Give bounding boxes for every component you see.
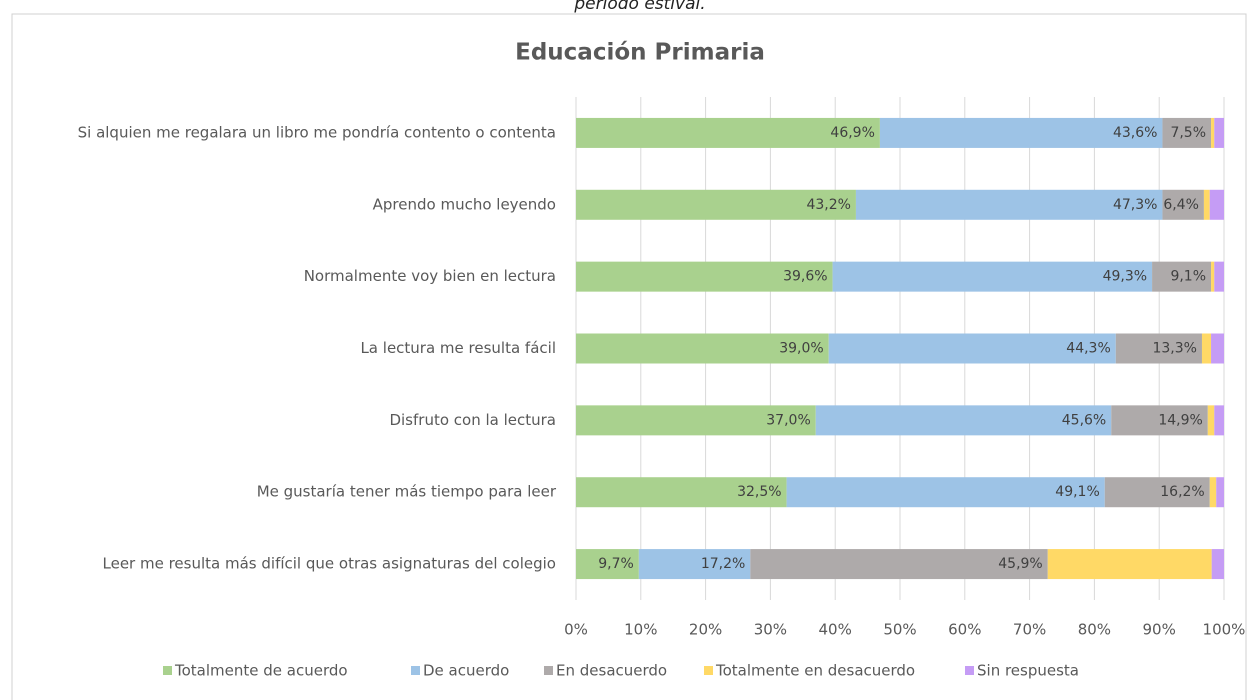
bar-segment: [576, 261, 833, 292]
y-tick-label: Disfruto con la lectura: [389, 411, 556, 429]
legend-label: Totalmente en desacuerdo: [715, 662, 915, 680]
y-tick-label: Leer me resulta más difícil que otras as…: [103, 555, 557, 573]
bar-segment: [1152, 261, 1212, 292]
bar-segment: [1111, 405, 1208, 436]
bar-segment: [1214, 261, 1224, 292]
bar-segment: [1211, 333, 1224, 364]
legend-label: Totalmente de acuerdo: [174, 662, 348, 680]
bar-segment: [1203, 189, 1210, 220]
data-label: 9,7%: [598, 556, 634, 572]
bar-segment: [1211, 549, 1224, 580]
y-tick-label: Si alquien me regalara un libro me pondr…: [78, 123, 556, 141]
bar-segment: [1211, 117, 1215, 148]
legend-swatch: [163, 666, 172, 675]
x-tick-label: 60%: [948, 621, 981, 639]
bar-segment: [576, 477, 787, 508]
bar-segment: [1216, 477, 1224, 508]
legend-swatch: [704, 666, 713, 675]
bar-segment: [786, 477, 1105, 508]
legend-label: En desacuerdo: [556, 662, 667, 680]
bar-segment: [1162, 117, 1212, 148]
data-label: 13,3%: [1152, 341, 1196, 357]
bar-segment: [1162, 189, 1204, 220]
caption: periodo estival.: [573, 0, 705, 14]
data-label: 46,9%: [830, 125, 874, 141]
bar-segment: [576, 549, 639, 580]
legend-label: De acuerdo: [423, 662, 509, 680]
data-label: 45,9%: [998, 556, 1042, 572]
bar-segment: [1209, 189, 1224, 220]
bar-segment: [832, 261, 1153, 292]
legend-swatch: [544, 666, 553, 675]
x-tick-label: 50%: [883, 621, 916, 639]
bar-segment: [1207, 405, 1215, 436]
data-label: 49,1%: [1055, 484, 1099, 500]
data-label: 16,2%: [1160, 484, 1204, 500]
bar-segment: [855, 189, 1163, 220]
x-tick-label: 70%: [1013, 621, 1046, 639]
y-tick-label: Normalmente voy bien en lectura: [304, 267, 556, 285]
bar-segment: [1115, 333, 1202, 364]
data-label: 39,6%: [783, 269, 827, 285]
bar-segment: [1047, 549, 1212, 580]
x-tick-label: 30%: [754, 621, 787, 639]
data-label: 45,6%: [1062, 412, 1106, 428]
data-label: 49,3%: [1103, 269, 1147, 285]
data-label: 44,3%: [1066, 341, 1110, 357]
x-tick-label: 0%: [564, 621, 588, 639]
bar-segment: [576, 405, 816, 436]
bar-segment: [815, 405, 1112, 436]
bar-segment: [576, 189, 856, 220]
data-label: 6,4%: [1163, 197, 1199, 213]
chart-title: Educación Primaria: [515, 40, 765, 66]
data-label: 7,5%: [1170, 125, 1206, 141]
bar-segment: [638, 549, 751, 580]
bar-segment: [1211, 261, 1215, 292]
data-label: 43,2%: [806, 197, 850, 213]
data-label: 39,0%: [779, 341, 823, 357]
x-tick-label: 80%: [1078, 621, 1111, 639]
bar-segment: [1104, 477, 1210, 508]
data-label: 9,1%: [1170, 269, 1206, 285]
x-tick-label: 40%: [819, 621, 852, 639]
data-label: 37,0%: [766, 412, 810, 428]
data-label: 47,3%: [1113, 197, 1157, 213]
y-tick-label: Aprendo mucho leyendo: [373, 195, 556, 213]
legend-label: Sin respuesta: [977, 662, 1079, 680]
y-tick-label: La lectura me resulta fácil: [360, 339, 556, 357]
bar-segment: [828, 333, 1116, 364]
bar-segment: [576, 117, 880, 148]
y-tick-label: Me gustaría tener más tiempo para leer: [257, 483, 557, 501]
data-label: 32,5%: [737, 484, 781, 500]
x-tick-label: 100%: [1203, 621, 1246, 639]
bar-segment: [1214, 117, 1224, 148]
bar-segment: [1214, 405, 1224, 436]
data-label: 17,2%: [701, 556, 745, 572]
data-label: 14,9%: [1158, 412, 1202, 428]
x-tick-label: 10%: [624, 621, 657, 639]
bar-segment: [1209, 477, 1217, 508]
x-tick-label: 20%: [689, 621, 722, 639]
bar-segment: [1201, 333, 1212, 364]
x-tick-label: 90%: [1143, 621, 1176, 639]
legend-swatch: [411, 666, 420, 675]
bar-segment: [879, 117, 1163, 148]
bar-segment: [750, 549, 1048, 580]
data-label: 43,6%: [1113, 125, 1157, 141]
legend-swatch: [965, 666, 974, 675]
bar-segment: [576, 333, 829, 364]
